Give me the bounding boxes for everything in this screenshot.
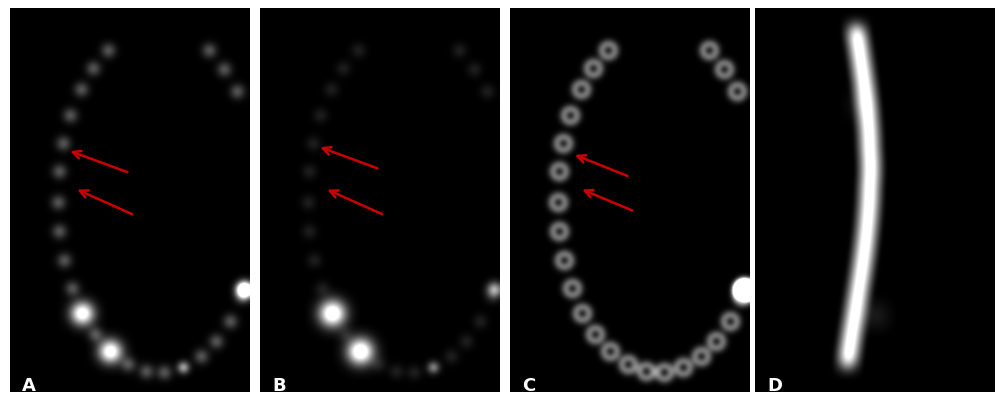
Text: B: B (272, 377, 286, 395)
Text: A: A (22, 377, 36, 395)
Text: D: D (767, 377, 782, 395)
Text: C: C (522, 377, 535, 395)
